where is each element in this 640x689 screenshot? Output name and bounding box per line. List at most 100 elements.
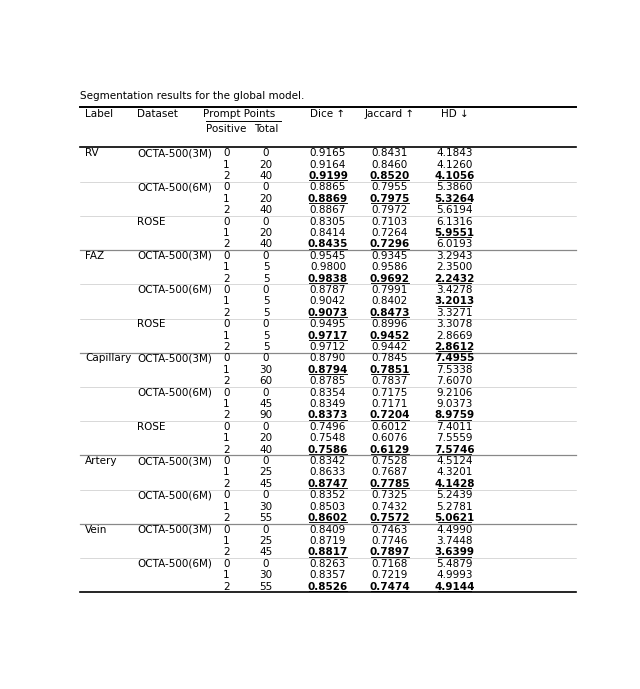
Text: 2: 2 [223,171,230,181]
Text: 0: 0 [263,251,269,260]
Text: 0.9452: 0.9452 [370,331,410,340]
Text: Dataset: Dataset [137,109,178,119]
Text: 0.7548: 0.7548 [310,433,346,443]
Text: 3.6399: 3.6399 [435,547,474,557]
Text: 0.7845: 0.7845 [372,353,408,363]
Text: 0.7175: 0.7175 [372,388,408,398]
Text: 0.8817: 0.8817 [308,547,348,557]
Text: 0.7528: 0.7528 [372,456,408,466]
Text: 3.7448: 3.7448 [436,536,473,546]
Text: 0.8431: 0.8431 [372,148,408,158]
Text: 0.7586: 0.7586 [308,444,348,455]
Text: 0.8435: 0.8435 [308,239,348,249]
Text: 45: 45 [259,547,273,557]
Text: 2: 2 [223,547,230,557]
Text: 1: 1 [223,433,230,443]
Text: Capillary: Capillary [85,353,131,363]
Text: 0.7219: 0.7219 [372,570,408,580]
Text: 0: 0 [263,422,269,432]
Text: 0.8342: 0.8342 [310,456,346,466]
Text: 2: 2 [223,274,230,284]
Text: 0.9164: 0.9164 [310,160,346,169]
Text: 0: 0 [223,559,230,568]
Text: 40: 40 [259,239,273,249]
Text: OCTA-500(3M): OCTA-500(3M) [137,524,212,535]
Text: 0.8602: 0.8602 [308,513,348,523]
Text: 0.7325: 0.7325 [372,491,408,500]
Text: 7.4955: 7.4955 [435,353,475,363]
Text: 0.7103: 0.7103 [372,216,408,227]
Text: 0: 0 [223,285,230,295]
Text: 0.7975: 0.7975 [370,194,410,204]
Text: 4.1056: 4.1056 [435,171,475,181]
Text: 3.4278: 3.4278 [436,285,473,295]
Text: 5.3264: 5.3264 [435,194,475,204]
Text: 4.3201: 4.3201 [436,468,473,477]
Text: 7.5746: 7.5746 [434,444,475,455]
Text: 20: 20 [259,160,273,169]
Text: 2: 2 [223,411,230,420]
Text: OCTA-500(6M): OCTA-500(6M) [137,183,212,192]
Text: 30: 30 [259,570,273,580]
Text: 2.3500: 2.3500 [436,263,472,272]
Text: 1: 1 [223,331,230,340]
Text: 0: 0 [223,251,230,260]
Text: FAZ: FAZ [85,251,104,260]
Text: 20: 20 [259,194,273,204]
Text: 0.7168: 0.7168 [372,559,408,568]
Text: 5: 5 [262,342,269,352]
Text: 1: 1 [223,570,230,580]
Text: 5.2781: 5.2781 [436,502,473,512]
Text: 40: 40 [259,171,273,181]
Text: OCTA-500(6M): OCTA-500(6M) [137,559,212,568]
Text: 0.8503: 0.8503 [310,502,346,512]
Text: 1: 1 [223,160,230,169]
Text: 1: 1 [223,263,230,272]
Text: 2: 2 [223,582,230,592]
Text: 7.4011: 7.4011 [436,422,473,432]
Text: 0.8787: 0.8787 [310,285,346,295]
Text: 0: 0 [223,388,230,398]
Text: 0: 0 [263,524,269,535]
Text: 2: 2 [223,444,230,455]
Text: 4.1843: 4.1843 [436,148,473,158]
Text: 1: 1 [223,365,230,375]
Text: 9.2106: 9.2106 [436,388,473,398]
Text: 2: 2 [223,376,230,387]
Text: Jaccard ↑: Jaccard ↑ [365,109,415,119]
Text: OCTA-500(3M): OCTA-500(3M) [137,148,212,158]
Text: Positive: Positive [206,124,246,134]
Text: 5: 5 [262,331,269,340]
Text: 4.1260: 4.1260 [436,160,473,169]
Text: 0.8520: 0.8520 [370,171,410,181]
Text: Dice ↑: Dice ↑ [310,109,346,119]
Text: 0.7955: 0.7955 [372,183,408,192]
Text: OCTA-500(3M): OCTA-500(3M) [137,456,212,466]
Text: OCTA-500(3M): OCTA-500(3M) [137,251,212,260]
Text: 2.8612: 2.8612 [435,342,475,352]
Text: 0.7991: 0.7991 [372,285,408,295]
Text: 0.7474: 0.7474 [370,582,410,592]
Text: 3.2943: 3.2943 [436,251,473,260]
Text: 20: 20 [259,228,273,238]
Text: 2: 2 [223,205,230,215]
Text: 2: 2 [223,513,230,523]
Text: OCTA-500(6M): OCTA-500(6M) [137,388,212,398]
Text: 55: 55 [259,582,273,592]
Text: HD ↓: HD ↓ [440,109,468,119]
Text: 5.2439: 5.2439 [436,491,473,500]
Text: Label: Label [85,109,113,119]
Text: 90: 90 [259,411,273,420]
Text: Prompt Points: Prompt Points [203,109,275,119]
Text: 4.1428: 4.1428 [434,479,475,489]
Text: RV: RV [85,148,99,158]
Text: 5.9551: 5.9551 [435,228,474,238]
Text: 5: 5 [262,308,269,318]
Text: 0: 0 [223,319,230,329]
Text: 0.7264: 0.7264 [372,228,408,238]
Text: 0: 0 [263,183,269,192]
Text: 5.0621: 5.0621 [435,513,475,523]
Text: 0.8349: 0.8349 [310,399,346,409]
Text: 0: 0 [223,422,230,432]
Text: 1: 1 [223,194,230,204]
